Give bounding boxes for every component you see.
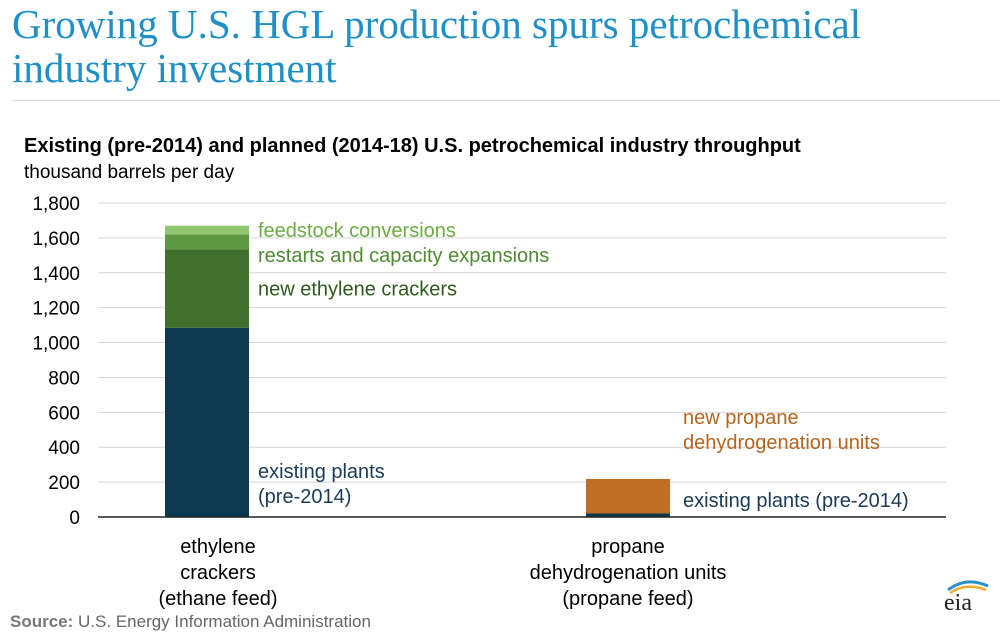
source-text: U.S. Energy Information Administration xyxy=(78,612,371,631)
category-label: propane dehydrogenation units (propane fee… xyxy=(530,536,727,610)
y-tick-label: 1,200 xyxy=(32,299,80,320)
logo-text: eia xyxy=(944,590,972,614)
y-tick-label: 0 xyxy=(69,508,80,529)
y-axis-unit-label: thousand barrels per day xyxy=(24,162,235,183)
y-tick-label: 400 xyxy=(48,438,80,459)
eia-logo: eia xyxy=(944,580,989,614)
source-label: Source: xyxy=(10,612,74,631)
y-tick-label: 1,800 xyxy=(32,194,80,215)
stacked-bar-chart: Existing (pre-2014) and planned (2014-18… xyxy=(24,135,946,610)
bars xyxy=(165,225,670,517)
category-labels: ethylene crackers (ethane feed) propane dehy… xyxy=(159,536,727,610)
title-divider xyxy=(12,100,1000,101)
segment-label: restarts and capacity expansions xyxy=(258,245,549,267)
segment-label: feedstock conversions xyxy=(258,220,456,242)
bar-segment xyxy=(165,225,249,235)
source-note: Source: U.S. Energy Information Administ… xyxy=(10,612,371,632)
category-label: ethylene crackers (ethane feed) xyxy=(159,536,278,610)
y-tick-label: 1,600 xyxy=(32,229,80,250)
bar-segment xyxy=(165,327,249,517)
segment-label: new propane dehydrogenation units xyxy=(683,407,880,454)
y-tick-label: 1,400 xyxy=(32,264,80,285)
segment-label: existing plants (pre-2014) xyxy=(683,490,909,512)
bar-segment xyxy=(165,249,249,328)
bar-segment xyxy=(586,478,670,514)
chart-title: Existing (pre-2014) and planned (2014-18… xyxy=(24,135,801,157)
y-tick-label: 800 xyxy=(48,368,80,389)
y-tick-label: 200 xyxy=(48,473,80,494)
segment-label: existing plants (pre-2014) xyxy=(258,461,385,508)
segment-labels: existing plants (pre-2014) new ethylene cr… xyxy=(258,220,909,512)
y-tick-label: 600 xyxy=(48,403,80,424)
segment-label: new ethylene crackers xyxy=(258,278,457,300)
page-title: Growing U.S. HGL production spurs petroc… xyxy=(12,1,862,91)
bar-segment xyxy=(165,234,249,250)
y-axis-ticks: 0 200 400 600 800 1,000 1,200 1,400 1,600 1,800 xyxy=(32,194,80,529)
bar-segment xyxy=(586,513,670,517)
y-tick-label: 1,000 xyxy=(32,334,80,355)
